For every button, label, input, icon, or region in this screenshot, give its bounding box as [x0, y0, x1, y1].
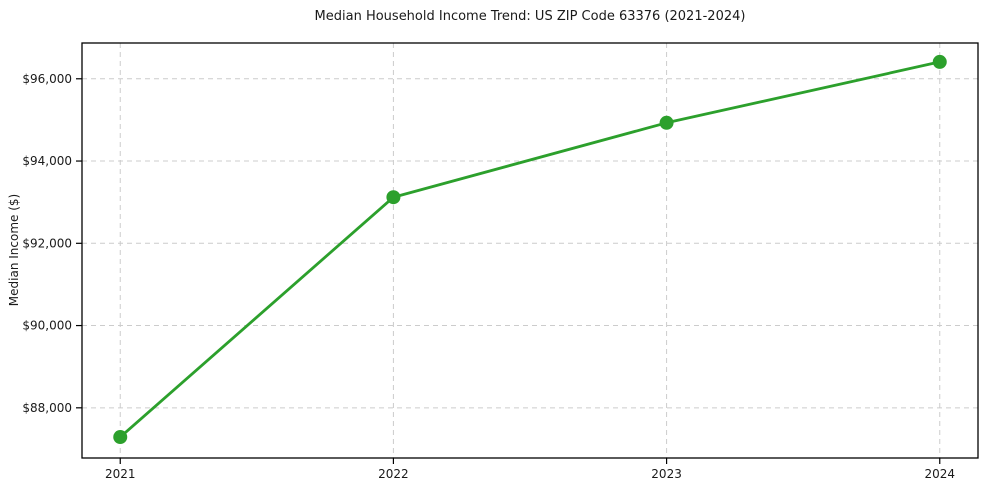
x-tick-label: 2022: [378, 467, 409, 481]
x-tick-label: 2024: [924, 467, 955, 481]
y-tick-label: $92,000: [22, 236, 72, 250]
data-point: [932, 54, 947, 69]
y-tick-label: $88,000: [22, 401, 72, 415]
y-tick-label: $90,000: [22, 319, 72, 333]
data-line: [118, 60, 942, 439]
y-axis-label: Median Income ($): [7, 193, 21, 307]
y-tick-label: $94,000: [22, 154, 72, 168]
data-point: [659, 115, 674, 130]
y-tick-label: $96,000: [22, 72, 72, 86]
data-point: [113, 430, 128, 445]
chart-title: Median Household Income Trend: US ZIP Co…: [314, 9, 746, 24]
plot-border: [81, 42, 979, 459]
data-point: [386, 190, 401, 205]
x-tick-label: 2023: [651, 467, 682, 481]
x-tick-label: 2021: [105, 467, 136, 481]
